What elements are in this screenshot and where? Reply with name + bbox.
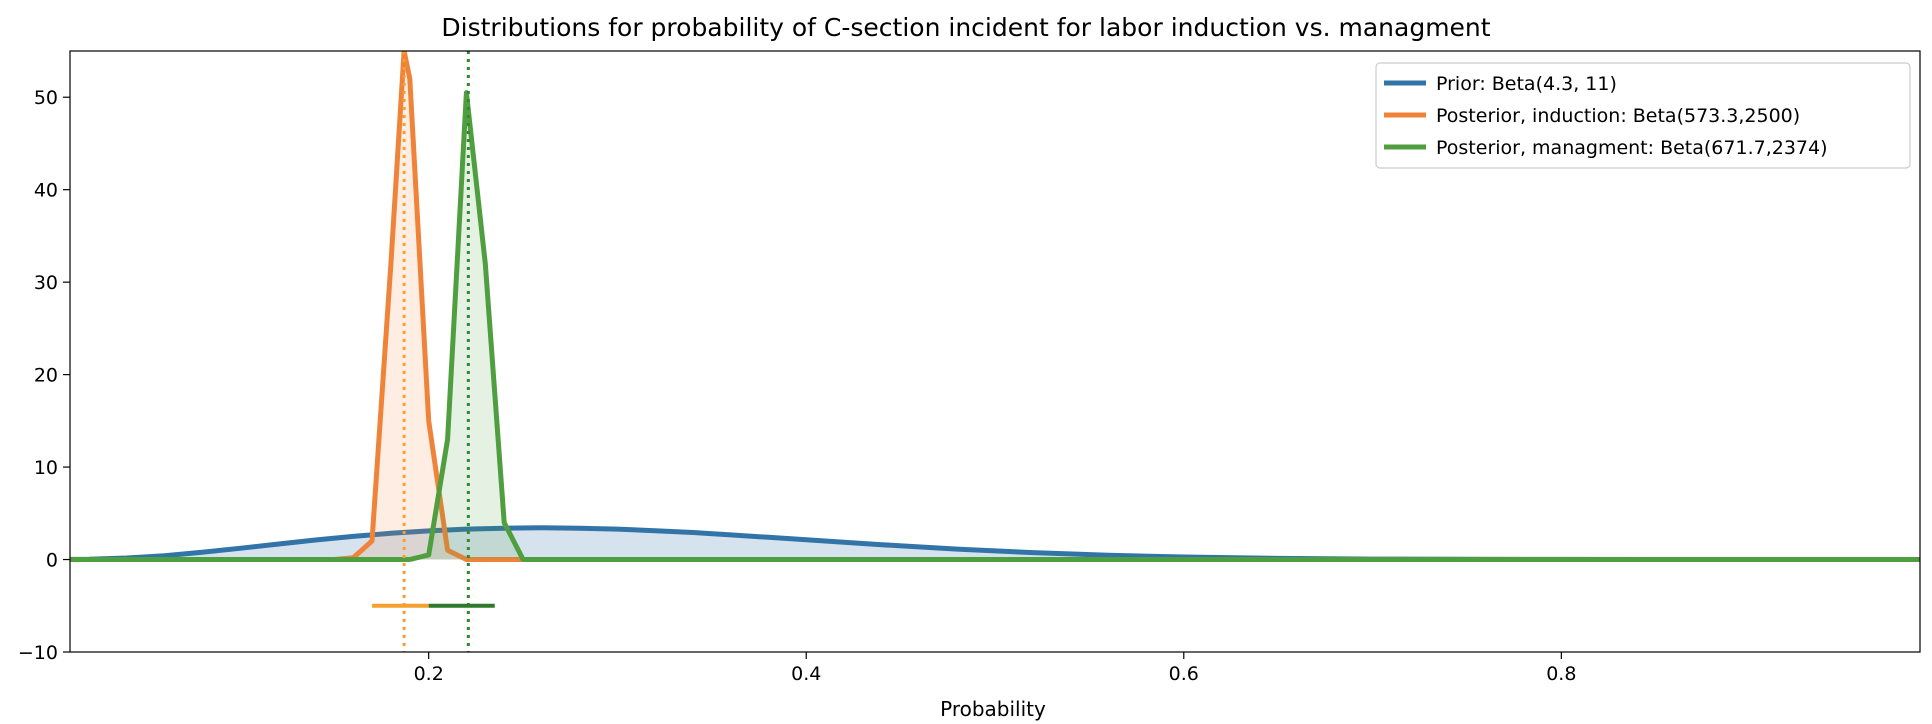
x-tick-label: 0.6 <box>1169 663 1199 685</box>
y-tick-label: 50 <box>34 87 58 109</box>
x-tick-label: 0.4 <box>791 663 821 685</box>
plot-clipped-group <box>70 51 1920 652</box>
y-tick-label: 10 <box>34 457 58 479</box>
y-tick-label: 30 <box>34 272 58 294</box>
legend: Prior: Beta(4.3, 11) Posterior, induction… <box>1375 62 1911 169</box>
series-fill-0 <box>70 527 1920 560</box>
x-tick-label: 0.2 <box>414 663 444 685</box>
plot-area: 0.2 0.4 0.6 0.8 −10 0 10 20 30 40 50 <box>18 50 1921 685</box>
y-tick-label: 20 <box>34 365 58 387</box>
x-axis-label: Probability <box>940 697 1046 721</box>
axes-frame <box>69 50 1921 653</box>
legend-label-2: Posterior, managment: Beta(671.7,2374) <box>1436 137 1828 159</box>
series-line-2 <box>70 90 1920 562</box>
y-tick-label: 0 <box>46 550 58 572</box>
legend-label-1: Posterior, induction: Beta(573.3,2500) <box>1436 105 1800 127</box>
legend-label-0: Prior: Beta(4.3, 11) <box>1436 73 1617 95</box>
y-tick-label: −10 <box>18 642 58 664</box>
legend-box <box>1375 62 1911 169</box>
x-tick-label: 0.8 <box>1546 663 1576 685</box>
series-line-1 <box>70 51 1920 562</box>
y-tick-label: 40 <box>34 180 58 202</box>
chart-title: Distributions for probability of C-secti… <box>441 13 1490 42</box>
